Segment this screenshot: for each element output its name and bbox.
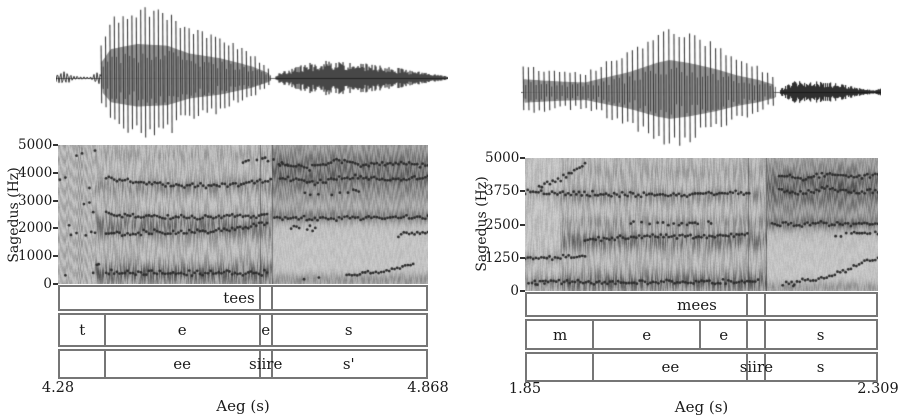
- tier-interval-label: e: [177, 321, 187, 339]
- tier-interval-label: t: [79, 321, 86, 339]
- tier-boundary: [592, 321, 595, 348]
- tier-interval-label: siire: [249, 355, 283, 373]
- tier-interval-label: siire: [739, 358, 774, 376]
- frequency-tick-mark: [520, 223, 525, 226]
- frequency-tick-label: 0: [43, 276, 52, 292]
- frequency-tick-mark: [520, 157, 525, 159]
- frequency-tick-mark: [53, 144, 58, 146]
- frequency-tick-label: 5000: [485, 150, 520, 166]
- tier-boundary: [270, 315, 273, 345]
- tier-boundary: [746, 294, 749, 315]
- tier-boundary: [746, 354, 749, 380]
- tier-interval-label: e: [719, 325, 729, 344]
- time-start-label: 1.85: [508, 381, 542, 397]
- tier-interval-label: s: [344, 321, 353, 339]
- tier-boundary: [764, 321, 767, 348]
- tier-interval-label: ee: [173, 355, 192, 373]
- time-end-label: 2.309: [857, 381, 899, 397]
- spectrogram-plot: [58, 145, 428, 284]
- frequency-tick-label: 2000: [18, 220, 53, 237]
- frequency-tick-label: 2500: [485, 216, 520, 233]
- frequency-tick-label: 1250: [485, 249, 520, 266]
- tier-interval-label: ee: [661, 358, 680, 376]
- tier-boundary: [258, 315, 261, 345]
- tier-boundary: [764, 294, 767, 315]
- frequency-tick-mark: [53, 227, 58, 230]
- frequency-tick-label: 0: [510, 283, 519, 299]
- tier-boundary: [592, 354, 595, 380]
- time-axis-label: Aeg (s): [674, 398, 729, 416]
- tier-boundary: [270, 351, 273, 377]
- frequency-tick-label: 1000: [18, 248, 53, 265]
- tier-boundary: [699, 321, 702, 348]
- spectrogram-plot: [525, 158, 878, 291]
- tier-boundary: [746, 321, 749, 348]
- waveform-plot: [521, 20, 881, 160]
- tier-boundary: [103, 315, 106, 345]
- tier-interval-label: s: [816, 325, 825, 344]
- tier-interval-label: m: [553, 325, 568, 344]
- textgrid-tier-row: tees: [58, 285, 428, 311]
- tier-boundary: [270, 287, 273, 309]
- tier-boundary: [764, 354, 767, 380]
- frequency-tick-mark: [520, 190, 525, 193]
- textgrid-tier-row: ee siire s': [58, 349, 428, 379]
- time-axis-label: Aeg (s): [216, 397, 270, 415]
- time-start-label: 4.28: [41, 380, 75, 396]
- frequency-tick-mark: [520, 290, 525, 292]
- tier-interval-label: mees: [677, 295, 717, 314]
- tier-interval-label: e: [642, 325, 652, 344]
- tier-interval-label: s': [342, 355, 355, 373]
- tier-interval-label: tees: [223, 289, 255, 307]
- tier-interval-label: e: [261, 321, 271, 339]
- frequency-tick-label: 3750: [485, 183, 520, 200]
- frequency-tick-label: 4000: [18, 164, 53, 181]
- frequency-tick-mark: [53, 255, 58, 258]
- frequency-tick-label: 3000: [18, 192, 53, 209]
- frequency-tick-mark: [53, 199, 58, 202]
- frequency-tick-label: 5000: [18, 137, 53, 153]
- waveform-plot: [56, 4, 448, 144]
- textgrid-tier-row: mees: [525, 292, 878, 317]
- frequency-tick-mark: [53, 171, 58, 174]
- textgrid-tier-row: ee siire s: [525, 352, 878, 382]
- tier-boundary: [258, 351, 261, 377]
- tier-interval-label: s: [816, 358, 825, 376]
- time-end-label: 4.868: [407, 380, 449, 396]
- tier-boundary: [258, 287, 261, 309]
- frequency-tick-mark: [520, 256, 525, 259]
- tier-boundary: [103, 351, 106, 377]
- frequency-tick-mark: [53, 283, 58, 285]
